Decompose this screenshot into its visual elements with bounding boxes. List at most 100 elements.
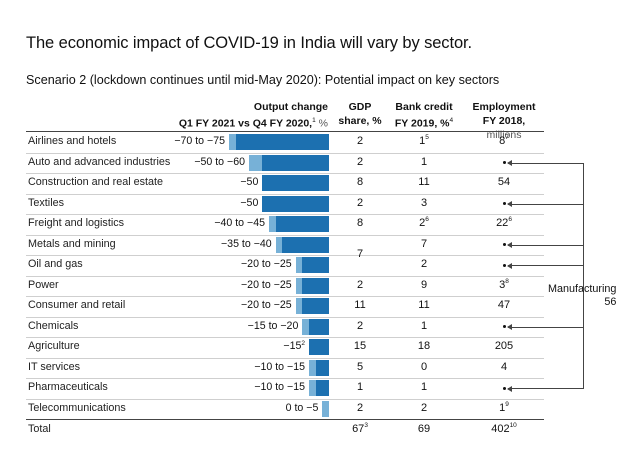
footnote-marker: 2 [301,340,305,348]
bar-range [302,318,309,335]
manufacturing-dot [502,325,506,329]
row-divider [26,275,544,277]
gdp-share-value: 15 [353,340,367,353]
bar-range [295,298,303,315]
output-change-value: −50 [240,176,259,189]
footnote-marker: 3 [364,422,368,430]
row-divider [26,173,544,174]
connector-arrow [506,262,512,269]
row-divider [26,152,544,154]
sector-label: Auto and advanced industries [28,155,171,168]
employment-value: 19 [499,400,509,414]
sector-label: Chemicals [28,319,79,332]
bar-certain [275,216,329,233]
bank-credit-value: 26 [419,216,429,230]
output-change-value: −50 [240,196,259,209]
manufacturing-dot [502,202,506,206]
output-change-value: −10 to −15 [254,381,305,394]
bank-credit-value: 3 [420,196,428,209]
row-divider [26,214,544,215]
bar-certain [309,339,329,356]
bar-range [275,236,283,253]
bar-certain [262,175,329,192]
output-change-value: −152 [283,340,305,353]
bank-credit-value: 0 [420,360,428,373]
header-output-line2: Q1 FY 2021 vs Q4 FY 2020, [178,117,313,130]
header-bank-line1: Bank credit [395,101,453,113]
bar-range [229,134,236,151]
footnote-marker: 8 [505,277,509,285]
manufacturing-dot [502,161,506,165]
header-bank-sup: 4 [449,117,454,124]
manufacturing-bracket [583,162,584,390]
gdp-share-merged-value: 7 [356,248,364,260]
bar-certain [302,257,329,274]
bar-certain [262,195,329,212]
row-divider [26,234,544,236]
gdp-share-value: 8 [356,217,364,230]
header-gdp-line2: share, % [338,115,382,127]
sector-label: Textiles [28,196,65,209]
header-bank-credit: Bank credit FY 2019, %4 [388,100,460,131]
output-change-value: −70 to −75 [174,135,225,148]
manufacturing-connector [507,265,583,267]
manufacturing-label: Manufacturing 56 [548,283,616,309]
sector-label: Power [28,278,59,291]
header-employment: Employment FY 2018, millions [464,100,544,142]
manufacturing-connector [507,326,583,328]
row-divider [26,378,544,379]
header-gdp-line1: GDP [348,101,372,113]
manufacturing-dot [502,263,506,267]
bank-credit-value: 9 [420,278,428,291]
output-change-value: 0 to −5 [285,401,319,414]
row-divider [26,398,544,400]
bar-range [322,400,329,417]
header-bank-line2: FY 2019, % [394,117,450,130]
output-change-value: −20 to −25 [241,299,292,312]
bar-certain [309,318,329,335]
output-change-value: −40 to −45 [214,217,265,230]
bar-range [295,277,303,294]
manufacturing-dot [502,243,506,247]
bar-range [269,216,276,233]
header-output-change: Output change Q1 FY 2021 vs Q4 FY 2020,1… [168,100,328,131]
bank-credit-value: 2 [420,401,428,414]
row-divider [26,357,544,359]
gdp-share-value: 5 [356,360,364,373]
gdp-share-value: 2 [356,155,364,168]
employment-value: 54 [497,176,511,189]
manufacturing-connector [507,388,583,390]
employment-value: 205 [494,340,514,353]
header-output-sup: 1 [312,117,316,124]
footnote-marker: 10 [509,422,517,430]
output-change-value: −20 to −25 [241,278,292,291]
total-gdp-value: 673 [352,422,368,436]
header-output-line1: Output change [253,101,328,113]
gdp-share-value: 2 [356,278,364,291]
connector-arrow [506,385,512,392]
employment-value: 4 [500,360,508,373]
total-bank-value: 69 [417,423,431,436]
bar-range [309,359,316,376]
sector-label: Pharmaceuticals [28,381,108,394]
employment-value: 38 [499,277,509,291]
output-change-value: −35 to −40 [221,237,272,250]
bank-credit-value: 1 [420,381,428,394]
bar-range [249,154,263,171]
manufacturing-dot [502,386,506,390]
connector-arrow [506,324,512,331]
employment-value: 226 [496,216,512,230]
bank-credit-value: 1 [420,319,428,332]
bar-range [309,380,316,397]
bank-credit-value: 18 [417,340,431,353]
header-gdp-share: GDP share, % [336,100,384,128]
sector-label: Agriculture [28,340,80,353]
footnote-marker: 6 [508,216,512,224]
gdp-share-value: 11 [354,299,366,312]
gdp-share-value: 1 [356,381,364,394]
bank-credit-value: 2 [420,258,428,271]
total-divider [26,419,544,420]
footnote-marker: 5 [425,134,429,142]
gdp-share-value: 2 [356,401,364,414]
chart-title: The economic impact of COVID-19 in India… [26,34,472,52]
